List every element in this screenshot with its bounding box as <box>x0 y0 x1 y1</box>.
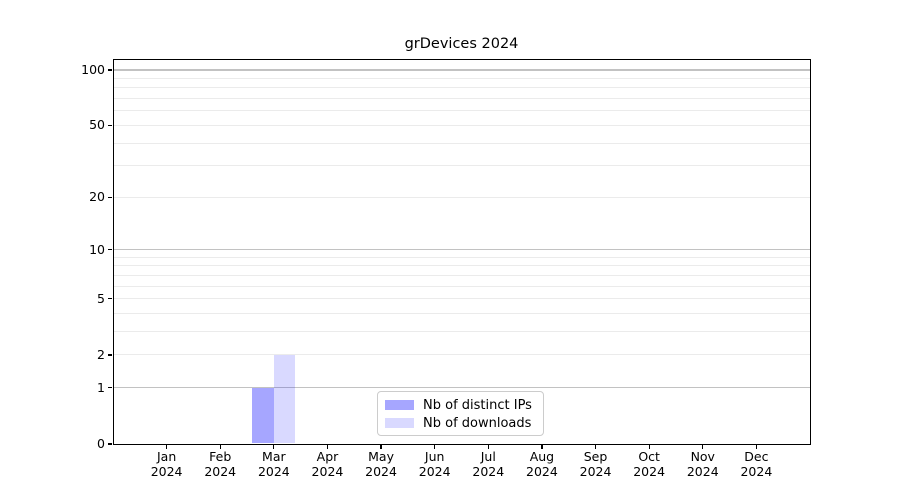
x-tick-month: Apr <box>316 449 339 464</box>
gridline-minor <box>113 165 810 167</box>
x-tick-label: May 2024 <box>349 449 413 479</box>
x-tick-label: Aug 2024 <box>510 449 574 479</box>
legend: Nb of distinct IPs Nb of downloads <box>377 391 544 436</box>
legend-swatch-downloads <box>385 418 414 428</box>
y-tick-mark <box>107 354 113 356</box>
x-tick-label: Sep 2024 <box>564 449 628 479</box>
y-tick-mark <box>107 124 113 126</box>
y-tick-mark <box>107 387 113 389</box>
x-tick-label: Oct 2024 <box>617 449 681 479</box>
gridline-major <box>113 69 810 71</box>
gridline-major <box>113 249 810 251</box>
x-tick-month: Jul <box>480 449 496 464</box>
gridline-minor <box>113 265 810 267</box>
gridline-minor <box>113 298 810 300</box>
gridline-minor <box>113 196 810 198</box>
x-tick-label: Jul 2024 <box>456 449 520 479</box>
x-tick-month: Feb <box>209 449 232 464</box>
x-tick-mark <box>166 444 168 449</box>
x-tick-year: 2024 <box>686 463 719 479</box>
x-tick-month: Oct <box>638 449 660 464</box>
x-tick-month: Sep <box>583 449 608 464</box>
x-tick-label: Jun 2024 <box>403 449 467 479</box>
x-tick-year: 2024 <box>526 463 558 479</box>
legend-label-distinct-ips: Nb of distinct IPs <box>423 397 532 413</box>
x-tick-year: 2024 <box>418 463 451 479</box>
x-tick-mark <box>702 444 704 449</box>
legend-entry-distinct-ips: Nb of distinct IPs <box>385 397 535 413</box>
y-tick-mark <box>107 69 113 71</box>
gridline-minor <box>113 274 810 276</box>
x-tick-label: Feb 2024 <box>188 449 252 479</box>
y-tick-label: 50 <box>89 117 105 133</box>
y-tick-label: 20 <box>89 189 105 205</box>
y-tick-mark <box>107 443 113 445</box>
x-tick-mark <box>326 444 329 449</box>
x-tick-mark <box>755 444 757 449</box>
gridline-minor <box>113 256 810 258</box>
gridline-minor <box>113 354 810 356</box>
x-tick-year: 2024 <box>150 463 183 479</box>
x-tick-mark <box>648 444 650 449</box>
y-tick-mark <box>107 298 113 300</box>
x-tick-label: Dec 2024 <box>724 449 788 479</box>
x-tick-mark <box>487 444 489 449</box>
y-tick-label: 5 <box>97 290 105 306</box>
gridline-minor <box>113 313 810 315</box>
x-tick-label: Apr 2024 <box>295 449 359 479</box>
x-tick-label: Nov 2024 <box>671 449 735 479</box>
gridline-minor <box>113 77 810 79</box>
y-tick-mark <box>107 196 113 198</box>
gridline-minor <box>113 87 810 89</box>
x-tick-mark <box>594 444 597 449</box>
bar-downloads <box>273 354 296 443</box>
x-tick-year: 2024 <box>311 463 344 479</box>
x-tick-year: 2024 <box>472 463 505 479</box>
y-tick-label: 2 <box>97 346 105 362</box>
y-tick-label: 100 <box>81 62 105 77</box>
x-tick-year: 2024 <box>633 463 666 479</box>
gridline-minor <box>113 98 810 100</box>
legend-label-downloads: Nb of downloads <box>423 415 532 431</box>
y-tick-label: 1 <box>97 379 105 395</box>
x-tick-mark <box>434 444 436 449</box>
x-tick-label: Jan 2024 <box>135 449 199 479</box>
x-tick-year: 2024 <box>365 463 397 479</box>
x-tick-label: Mar 2024 <box>242 449 306 479</box>
y-tick-mark <box>107 249 113 251</box>
x-tick-mark <box>273 444 275 449</box>
x-tick-month: Aug <box>529 449 555 464</box>
x-tick-mark <box>219 444 221 449</box>
x-tick-month: Jun <box>424 449 445 464</box>
gridline-minor <box>113 331 810 333</box>
legend-swatch-distinct-ips <box>385 400 414 410</box>
x-tick-month: Dec <box>744 449 769 464</box>
x-tick-year: 2024 <box>579 463 612 479</box>
gridline-minor <box>113 124 810 126</box>
gridline-minor <box>113 142 810 144</box>
bar-distinct-ips <box>252 387 274 443</box>
gridline-minor <box>113 285 810 287</box>
x-tick-month: Nov <box>690 449 715 464</box>
x-tick-month: Jan <box>156 449 177 464</box>
x-tick-month: May <box>368 449 394 464</box>
x-tick-month: Mar <box>262 449 286 464</box>
x-tick-year: 2024 <box>257 463 290 479</box>
y-tick-label: 10 <box>89 241 105 257</box>
x-tick-year: 2024 <box>204 463 237 479</box>
gridline-major <box>113 387 810 389</box>
x-tick-mark <box>380 444 382 449</box>
legend-entry-downloads: Nb of downloads <box>385 415 535 431</box>
x-tick-mark <box>541 444 543 449</box>
gridline-minor <box>113 110 810 112</box>
y-tick-label: 0 <box>97 436 105 451</box>
chart-title: grDevices 2024 <box>404 36 519 52</box>
x-tick-year: 2024 <box>740 463 773 479</box>
